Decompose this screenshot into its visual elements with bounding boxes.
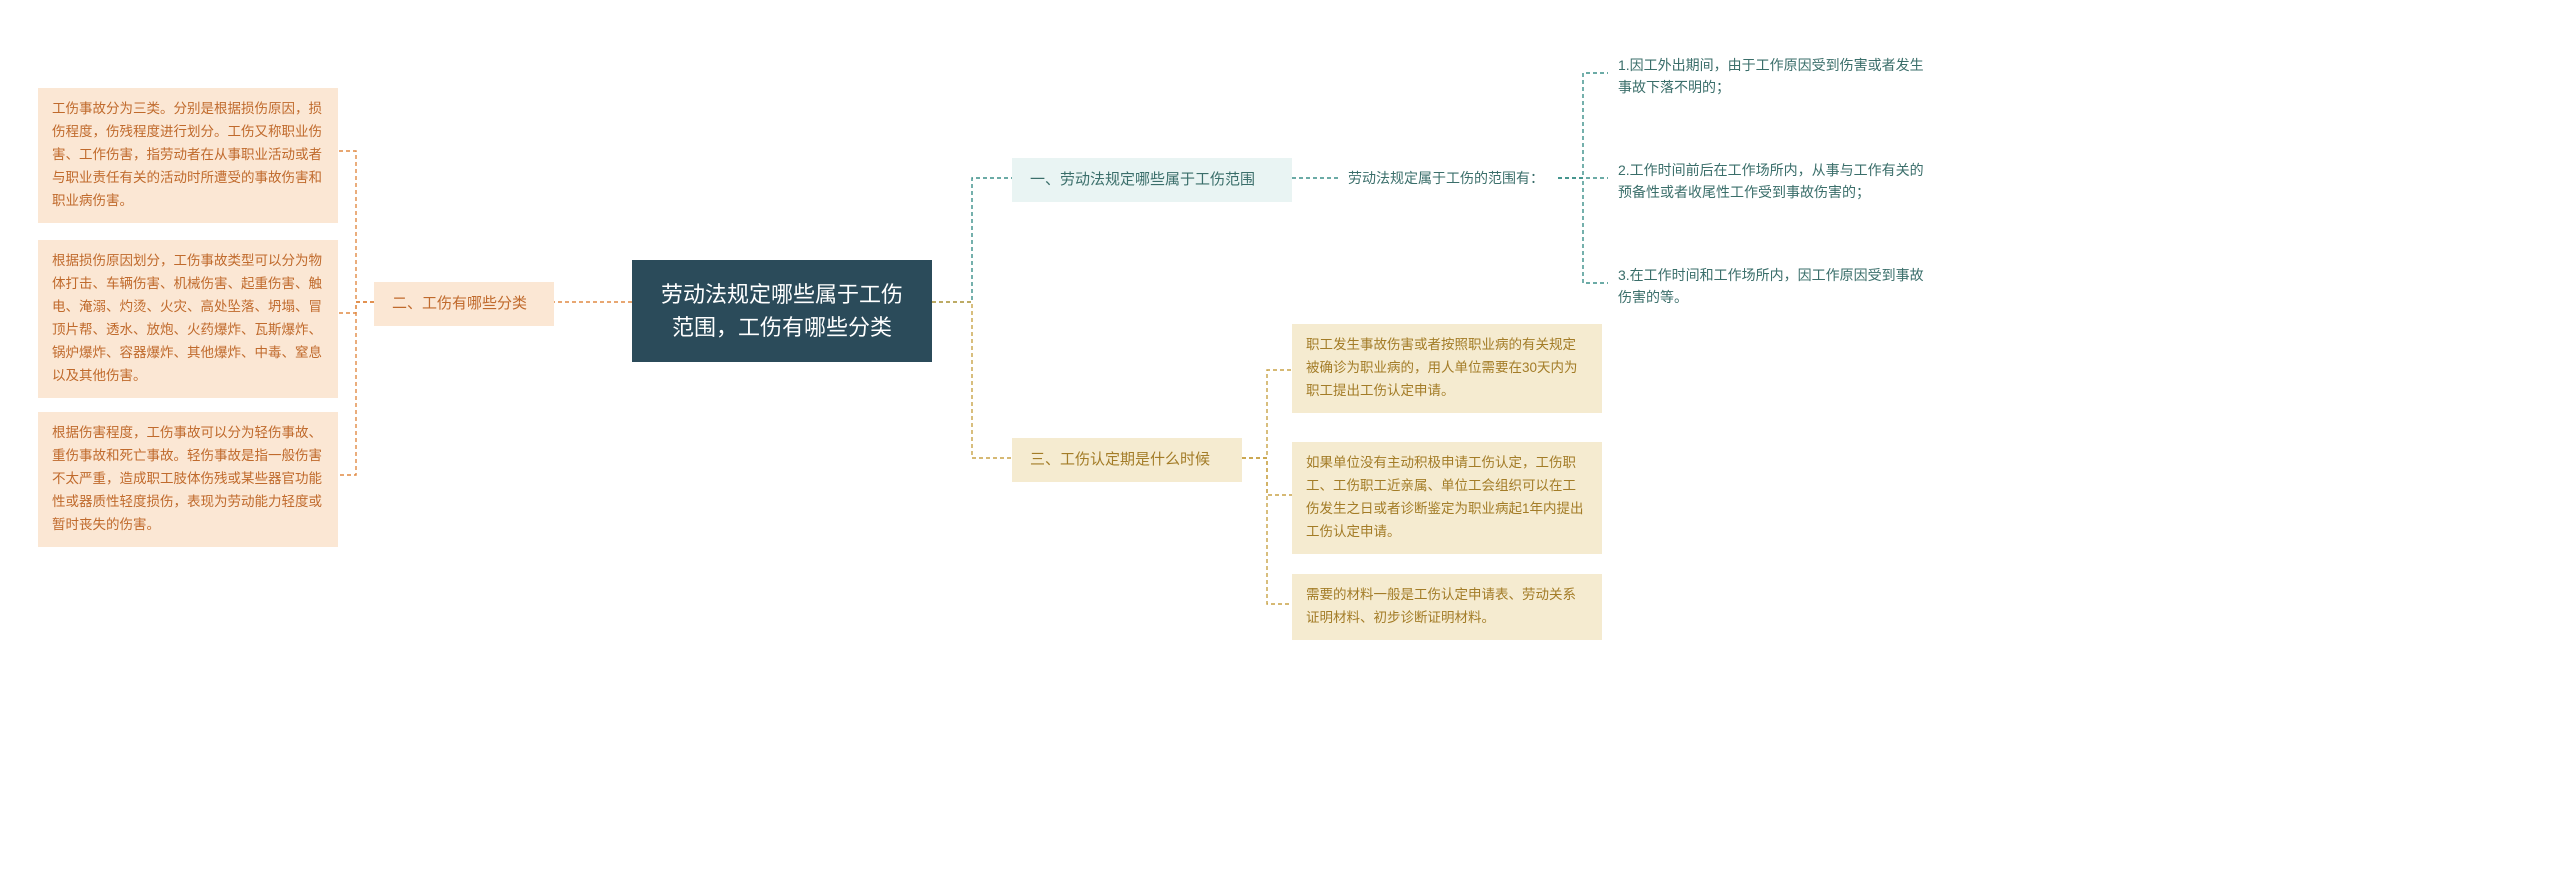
b2: 二、工伤有哪些分类 — [374, 282, 554, 326]
b1s1c: 3.在工作时间和工作场所内，因工作原因受到事故伤害的等。 — [1608, 258, 1938, 315]
b2c: 根据伤害程度，工伤事故可以分为轻伤事故、重伤事故和死亡事故。轻伤事故是指一般伤害… — [38, 412, 338, 547]
connectors-svg — [0, 0, 2560, 878]
b1s1: 劳动法规定属于工伤的范围有： — [1338, 161, 1558, 195]
b2b: 根据损伤原因划分，工伤事故类型可以分为物体打击、车辆伤害、机械伤害、起重伤害、触… — [38, 240, 338, 398]
root-node: 劳动法规定哪些属于工伤范围，工伤有哪些分类 — [632, 260, 932, 362]
b3a: 职工发生事故伤害或者按照职业病的有关规定被确诊为职业病的，用人单位需要在30天内… — [1292, 324, 1602, 413]
b3b: 如果单位没有主动积极申请工伤认定，工伤职工、工伤职工近亲属、单位工会组织可以在工… — [1292, 442, 1602, 554]
b3c: 需要的材料一般是工伤认定申请表、劳动关系证明材料、初步诊断证明材料。 — [1292, 574, 1602, 640]
b1: 一、劳动法规定哪些属于工伤范围 — [1012, 158, 1292, 202]
b1s1a: 1.因工外出期间，由于工作原因受到伤害或者发生事故下落不明的； — [1608, 48, 1938, 105]
b1s1b: 2.工作时间前后在工作场所内，从事与工作有关的预备性或者收尾性工作受到事故伤害的… — [1608, 153, 1938, 210]
b3: 三、工伤认定期是什么时候 — [1012, 438, 1242, 482]
b2a: 工伤事故分为三类。分别是根据损伤原因，损伤程度，伤残程度进行划分。工伤又称职业伤… — [38, 88, 338, 223]
